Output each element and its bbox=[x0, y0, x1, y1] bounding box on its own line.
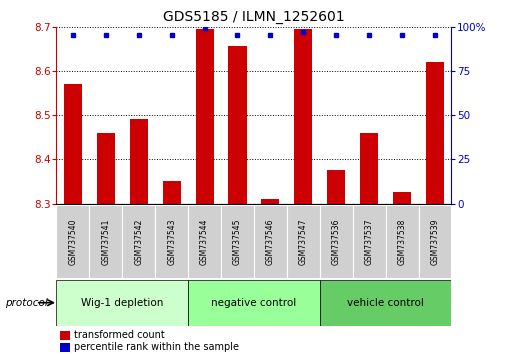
Bar bbox=[287, 205, 320, 278]
Bar bbox=[188, 205, 221, 278]
Bar bbox=[327, 170, 345, 204]
Text: GSM737542: GSM737542 bbox=[134, 218, 143, 265]
Title: GDS5185 / ILMN_1252601: GDS5185 / ILMN_1252601 bbox=[163, 10, 345, 24]
Bar bbox=[393, 193, 411, 204]
Text: GSM737537: GSM737537 bbox=[365, 218, 373, 265]
Bar bbox=[56, 280, 188, 326]
Bar bbox=[320, 205, 353, 278]
Bar bbox=[294, 29, 312, 204]
Bar bbox=[56, 205, 89, 278]
Text: GSM737536: GSM737536 bbox=[332, 218, 341, 265]
Bar bbox=[353, 205, 386, 278]
Text: GSM737539: GSM737539 bbox=[430, 218, 440, 265]
Text: percentile rank within the sample: percentile rank within the sample bbox=[74, 342, 239, 352]
Bar bbox=[419, 205, 451, 278]
Bar bbox=[64, 84, 82, 204]
Bar bbox=[320, 280, 451, 326]
Text: GSM737547: GSM737547 bbox=[299, 218, 308, 265]
Text: Wig-1 depletion: Wig-1 depletion bbox=[81, 298, 164, 308]
Bar bbox=[386, 205, 419, 278]
Bar bbox=[163, 182, 181, 204]
Bar bbox=[61, 343, 70, 352]
Text: GSM737545: GSM737545 bbox=[233, 218, 242, 265]
Text: GSM737544: GSM737544 bbox=[200, 218, 209, 265]
Text: GSM737540: GSM737540 bbox=[68, 218, 77, 265]
Text: protocol: protocol bbox=[5, 298, 48, 308]
Text: transformed count: transformed count bbox=[74, 330, 165, 341]
Text: vehicle control: vehicle control bbox=[347, 298, 424, 308]
Bar bbox=[261, 199, 280, 204]
Bar bbox=[426, 62, 444, 204]
Bar bbox=[221, 205, 254, 278]
Bar bbox=[228, 46, 247, 204]
Bar bbox=[61, 331, 70, 340]
Text: negative control: negative control bbox=[211, 298, 297, 308]
Bar bbox=[155, 205, 188, 278]
Bar bbox=[89, 205, 122, 278]
Bar bbox=[130, 119, 148, 204]
Bar bbox=[188, 280, 320, 326]
Bar bbox=[97, 133, 115, 204]
Bar bbox=[254, 205, 287, 278]
Bar bbox=[122, 205, 155, 278]
Bar bbox=[195, 29, 213, 204]
Text: GSM737546: GSM737546 bbox=[266, 218, 275, 265]
Text: GSM737541: GSM737541 bbox=[101, 218, 110, 265]
Text: GSM737543: GSM737543 bbox=[167, 218, 176, 265]
Text: GSM737538: GSM737538 bbox=[398, 218, 407, 265]
Bar bbox=[360, 133, 378, 204]
